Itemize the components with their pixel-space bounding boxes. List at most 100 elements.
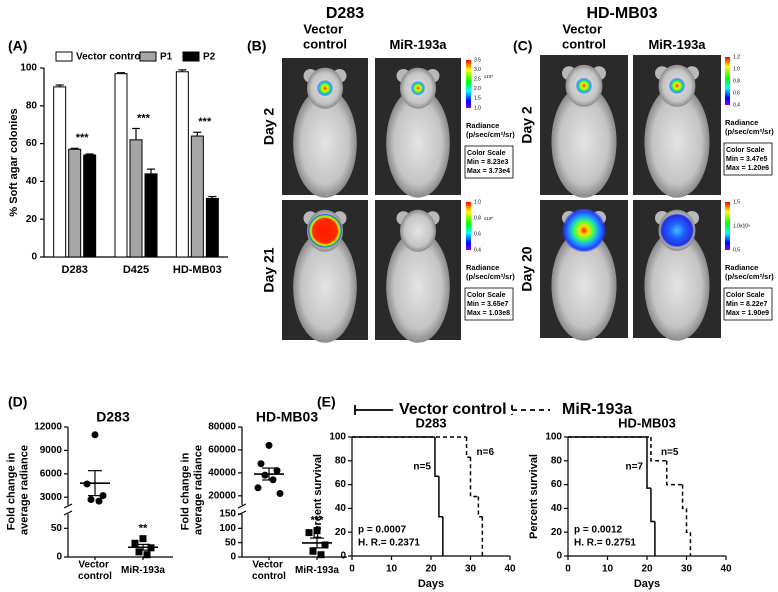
- signal-blob: [411, 81, 425, 96]
- survival-step: [434, 437, 439, 478]
- colorbar-tick: 2.0: [474, 86, 481, 92]
- colorbar: [725, 202, 730, 250]
- data-point: [309, 547, 317, 555]
- radiance-label: (p/sec/cm²/sr): [725, 127, 774, 136]
- x-tick-label: MiR-193a: [295, 565, 339, 576]
- colorbar-tick: 1.5: [474, 96, 481, 102]
- colorbar-tick: 3.5: [474, 57, 481, 63]
- colorbar-tick: 2.5: [474, 77, 481, 83]
- mouse-body: [293, 230, 357, 343]
- data-point: [95, 497, 103, 505]
- colorbar-tick: 1.0: [733, 66, 740, 72]
- data-point: [265, 441, 273, 449]
- y-tick-label: 12000: [34, 422, 62, 433]
- legend-label: P2: [203, 52, 216, 63]
- y-tick-label: 100: [219, 523, 236, 534]
- y-tick-label: 150: [219, 509, 236, 520]
- bar: [144, 173, 158, 258]
- data-point: [313, 527, 321, 535]
- mouse-body: [386, 230, 450, 343]
- chart-title: HD-MB03: [256, 409, 318, 425]
- panel-label: (B): [247, 38, 266, 54]
- bar: [53, 86, 67, 258]
- x-tick-label: D425: [123, 264, 149, 276]
- radiance-label: (p/sec/cm²/sr): [466, 130, 515, 139]
- stat-text: H. R.= 0.2751: [574, 537, 636, 548]
- panel-label: (D): [8, 394, 27, 410]
- y-axis-label: Fold change in average radiance: [180, 445, 205, 535]
- panel-label: (E): [317, 394, 336, 410]
- stat-text: H. R.= 0.2371: [358, 537, 420, 548]
- survival-step: [646, 437, 651, 489]
- n-label: n=5: [661, 447, 679, 458]
- data-point: [305, 529, 313, 537]
- stat-text: p = 0.0007: [358, 524, 407, 535]
- y-tick-label: 100: [329, 432, 346, 443]
- x-tick-label: 30: [465, 564, 477, 575]
- y-tick-label: 20: [551, 527, 563, 538]
- radiance-label: Radiance: [466, 121, 499, 130]
- colorbar-tick: 1.0: [474, 199, 481, 205]
- survival-step: [477, 496, 483, 518]
- color-scale-box: [723, 287, 773, 321]
- data-point: [257, 460, 265, 468]
- n-label: n=6: [477, 447, 495, 458]
- data-point: [317, 551, 325, 559]
- x-tick-label: Vector control: [78, 559, 112, 582]
- n-label: n=7: [625, 461, 643, 472]
- column-header: MiR-193a: [389, 37, 447, 52]
- color-scale-text: Min = 8.22e7: [726, 301, 768, 308]
- y-tick-label: 80000: [208, 422, 236, 433]
- panel-label: (C): [513, 38, 532, 54]
- x-tick-label: D283: [62, 264, 88, 276]
- column-header: Vector control: [562, 22, 606, 52]
- data-point: [261, 471, 269, 479]
- mouse-body: [386, 88, 450, 198]
- color-scale-text: Min = 3.65e7: [467, 301, 509, 308]
- color-scale-box: [723, 142, 773, 176]
- mouse-body: [644, 85, 710, 198]
- x-tick-label: 40: [504, 564, 516, 575]
- mouse-head: [399, 209, 437, 252]
- survival-step: [650, 488, 655, 523]
- colorbar-tick: 0.8: [474, 215, 481, 221]
- colorbar: [466, 60, 471, 108]
- signal-blob: [308, 213, 342, 248]
- data-point: [254, 484, 262, 492]
- y-tick-label: 60000: [208, 445, 236, 456]
- mouse-image: [375, 200, 461, 343]
- legend-line: [354, 405, 393, 415]
- mouse-image: [540, 200, 628, 341]
- color-scale-text: Max = 1.03e8: [467, 310, 510, 317]
- day-label: Day 2: [261, 108, 277, 146]
- signal-blob: [669, 77, 685, 94]
- survival-step: [438, 476, 443, 518]
- y-tick-label: 50: [51, 523, 63, 534]
- legend-swatch: [139, 51, 157, 62]
- mouse-image: [633, 200, 721, 341]
- bar: [114, 73, 128, 258]
- x-tick-label: Vector control: [252, 559, 286, 582]
- survival-step: [685, 508, 691, 533]
- y-tick-label: 60: [551, 479, 563, 490]
- radiance-label: Radiance: [725, 118, 758, 127]
- signal-blob: [660, 213, 694, 248]
- y-tick-label: 60: [26, 138, 38, 149]
- mouse-image: [375, 58, 461, 198]
- chart-title: D283: [415, 415, 446, 430]
- mouse-body: [293, 88, 357, 198]
- colorbar-tick: 3.0: [474, 67, 481, 73]
- signal-blob: [562, 208, 606, 253]
- color-scale-text: Min = 8.23e3: [467, 159, 509, 166]
- color-scale-box: [464, 145, 514, 179]
- bar: [129, 139, 143, 258]
- x-tick-label: 0: [565, 564, 571, 575]
- mouse-body: [644, 230, 710, 341]
- bar: [190, 135, 204, 258]
- column-header: MiR-193a: [648, 37, 706, 52]
- bar: [83, 154, 97, 258]
- colorbar: [725, 57, 730, 105]
- data-point: [131, 539, 139, 547]
- y-tick-label: 80: [551, 455, 563, 466]
